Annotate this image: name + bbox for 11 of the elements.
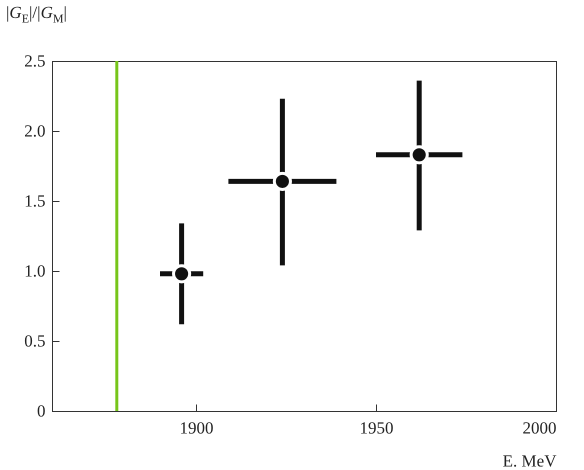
x-axis-title: E. MeV xyxy=(502,452,558,470)
x-tick-label: 1900 xyxy=(180,418,214,438)
y-tick-label: 2.0 xyxy=(24,122,46,140)
x-tick-label: 1950 xyxy=(360,418,394,438)
y-tick-label: 0 xyxy=(37,402,46,420)
y-tick-label: 2.5 xyxy=(24,52,46,70)
y-tick-label: 1.0 xyxy=(24,262,46,280)
y-axis-title: |G$_{E}$|/|G$_{M}$| xyxy=(6,2,67,28)
y-tick-label: 0.5 xyxy=(24,332,46,350)
x-tick-label: 2000 xyxy=(522,418,556,438)
y-tick-label: 1.5 xyxy=(24,192,46,210)
